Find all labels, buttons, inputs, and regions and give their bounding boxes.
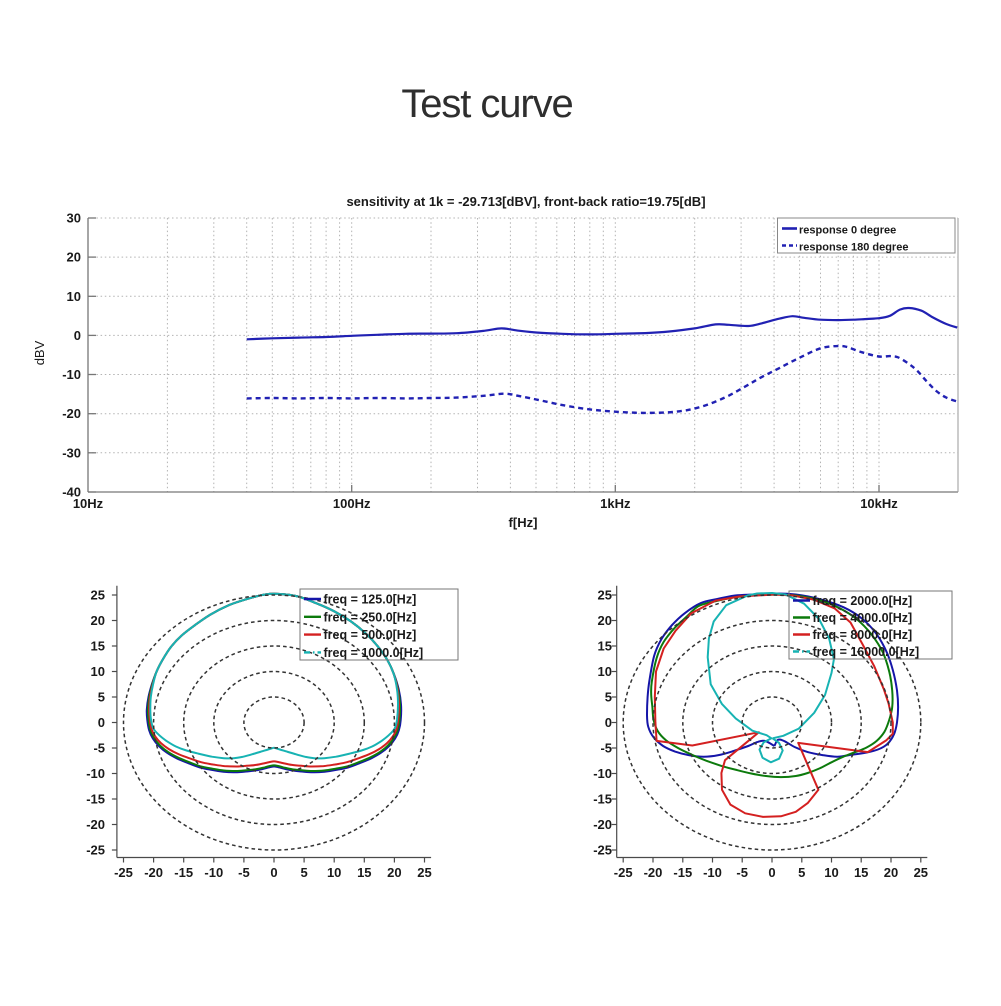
svg-text:-20: -20 <box>144 865 163 880</box>
svg-text:freq = 16000.0[Hz]: freq = 16000.0[Hz] <box>813 645 920 659</box>
svg-text:20: 20 <box>67 250 81 265</box>
svg-text:0: 0 <box>270 865 277 880</box>
svg-text:20: 20 <box>884 865 898 880</box>
svg-text:sensitivity at 1k = -29.713[dB: sensitivity at 1k = -29.713[dBV], front-… <box>346 194 705 209</box>
svg-text:25: 25 <box>91 588 105 603</box>
svg-text:5: 5 <box>98 690 105 705</box>
svg-text:-30: -30 <box>62 445 81 460</box>
svg-text:-5: -5 <box>238 865 250 880</box>
svg-text:freq = 8000.0[Hz]: freq = 8000.0[Hz] <box>813 628 913 642</box>
svg-text:20: 20 <box>91 613 105 628</box>
svg-text:1kHz: 1kHz <box>600 496 631 511</box>
svg-text:10: 10 <box>91 664 105 679</box>
svg-text:5: 5 <box>798 865 805 880</box>
svg-text:10kHz: 10kHz <box>860 496 898 511</box>
svg-text:-25: -25 <box>614 865 633 880</box>
svg-text:freq = 500.0[Hz]: freq = 500.0[Hz] <box>324 628 417 642</box>
svg-text:-5: -5 <box>93 741 105 756</box>
svg-text:-20: -20 <box>86 817 105 832</box>
svg-text:freq = 1000.0[Hz]: freq = 1000.0[Hz] <box>324 646 424 660</box>
svg-text:freq = 4000.0[Hz]: freq = 4000.0[Hz] <box>813 611 913 625</box>
svg-text:-10: -10 <box>204 865 223 880</box>
svg-text:25: 25 <box>914 865 928 880</box>
svg-text:-5: -5 <box>600 741 612 756</box>
svg-text:-25: -25 <box>593 843 612 858</box>
svg-text:-15: -15 <box>593 792 612 807</box>
svg-text:-10: -10 <box>593 766 612 781</box>
svg-text:Test curve: Test curve <box>401 82 572 126</box>
svg-text:0: 0 <box>74 328 81 343</box>
svg-text:0: 0 <box>768 865 775 880</box>
svg-text:10: 10 <box>598 664 612 679</box>
svg-text:-15: -15 <box>673 865 692 880</box>
svg-text:-20: -20 <box>644 865 663 880</box>
svg-text:20: 20 <box>598 613 612 628</box>
svg-text:10Hz: 10Hz <box>73 496 104 511</box>
svg-text:-20: -20 <box>593 817 612 832</box>
svg-text:freq = 125.0[Hz]: freq = 125.0[Hz] <box>324 593 417 607</box>
svg-text:-15: -15 <box>174 865 193 880</box>
svg-text:freq = 2000.0[Hz]: freq = 2000.0[Hz] <box>813 594 913 608</box>
svg-text:15: 15 <box>598 639 612 654</box>
svg-text:15: 15 <box>91 639 105 654</box>
svg-text:-20: -20 <box>62 406 81 421</box>
svg-text:5: 5 <box>605 690 612 705</box>
svg-text:-15: -15 <box>86 792 105 807</box>
svg-text:10: 10 <box>67 289 81 304</box>
svg-text:10: 10 <box>327 865 341 880</box>
svg-text:-40: -40 <box>62 485 81 500</box>
svg-text:response 0 degree: response 0 degree <box>799 225 896 237</box>
svg-text:-25: -25 <box>86 843 105 858</box>
svg-text:0: 0 <box>605 715 612 730</box>
svg-text:-5: -5 <box>736 865 748 880</box>
svg-text:25: 25 <box>417 865 431 880</box>
svg-text:15: 15 <box>357 865 371 880</box>
svg-text:20: 20 <box>387 865 401 880</box>
svg-text:5: 5 <box>300 865 307 880</box>
svg-text:25: 25 <box>598 588 612 603</box>
svg-text:0: 0 <box>98 715 105 730</box>
svg-text:30: 30 <box>67 211 81 226</box>
svg-text:-10: -10 <box>86 766 105 781</box>
svg-text:dBV: dBV <box>32 340 47 365</box>
svg-text:-10: -10 <box>62 367 81 382</box>
svg-text:15: 15 <box>854 865 868 880</box>
svg-text:response 180 degree: response 180 degree <box>799 242 908 254</box>
svg-text:10: 10 <box>824 865 838 880</box>
svg-text:100Hz: 100Hz <box>333 496 371 511</box>
svg-text:f[Hz]: f[Hz] <box>509 515 538 530</box>
svg-text:-25: -25 <box>114 865 133 880</box>
svg-text:freq = 250.0[Hz]: freq = 250.0[Hz] <box>324 610 417 624</box>
svg-text:-10: -10 <box>703 865 722 880</box>
